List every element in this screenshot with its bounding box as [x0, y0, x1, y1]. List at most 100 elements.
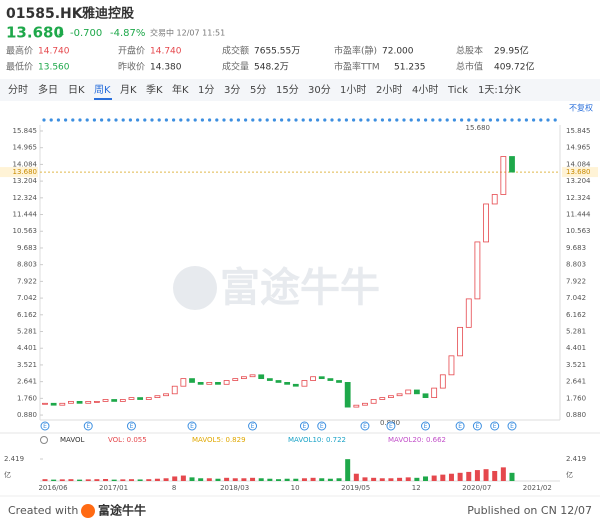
event-marker[interactable] [507, 421, 517, 431]
volume-bar [224, 477, 230, 481]
info-dot [344, 118, 348, 122]
tab[interactable]: 30分 [308, 84, 331, 96]
stat-label: 成交额 [222, 45, 249, 57]
tab[interactable]: 4小时 [412, 84, 438, 96]
stat-label: 市盈率(静) [334, 45, 377, 57]
info-dot [330, 118, 334, 122]
event-label: E [458, 423, 462, 430]
volume-bar [466, 471, 472, 481]
stat-label: 开盘价 [118, 45, 145, 57]
candle [137, 397, 144, 400]
info-dot [193, 118, 197, 122]
volume-bar [258, 478, 264, 481]
candle [344, 382, 351, 408]
tab[interactable]: 年K [172, 83, 189, 96]
candle [258, 374, 265, 380]
tab[interactable]: 5分 [250, 84, 266, 96]
candle [483, 203, 489, 243]
info-dot [539, 118, 543, 122]
info-dot [107, 118, 111, 122]
volume-bar [457, 472, 463, 481]
info-dot [337, 118, 341, 122]
x-tick-label: 2020/07 [462, 484, 491, 492]
candle [232, 378, 239, 381]
event-label: E [389, 423, 393, 430]
stat-value: 72.000 [382, 47, 414, 57]
candle [292, 383, 299, 387]
y-tick-label-right: 9.683 [566, 244, 586, 252]
candle [431, 387, 438, 398]
tab[interactable]: 15分 [276, 84, 299, 96]
y-tick-label-right: 7.042 [566, 294, 586, 302]
tab[interactable]: 1天:1分K [478, 84, 521, 96]
volume-bar [172, 476, 178, 481]
info-dot [424, 118, 428, 122]
tab[interactable]: 多日 [38, 83, 58, 96]
event-marker[interactable] [490, 421, 500, 431]
event-marker[interactable] [455, 421, 465, 431]
event-marker[interactable] [421, 421, 431, 431]
event-marker[interactable] [360, 421, 370, 431]
stat-label: 最低价 [6, 61, 33, 73]
stat-value: 14.740 [38, 47, 70, 57]
volume-bar [51, 479, 57, 481]
volume-bar [431, 475, 437, 481]
candle [336, 380, 342, 383]
tab[interactable]: 周K [94, 84, 111, 96]
volume-bar [405, 477, 411, 481]
candle [405, 389, 412, 395]
info-dot [265, 118, 269, 122]
candle [145, 397, 152, 400]
tab[interactable]: 日K [68, 85, 85, 96]
adjust-toggle[interactable]: 不复权 [569, 103, 593, 113]
volume-bar [362, 477, 368, 481]
tab[interactable]: 2小时 [376, 84, 402, 96]
event-marker[interactable] [386, 421, 396, 431]
change-pct: -4.87% [110, 28, 145, 39]
candle [154, 395, 161, 398]
event-marker[interactable] [40, 421, 50, 431]
info-dot [121, 118, 125, 122]
info-dot [258, 118, 262, 122]
candle [180, 378, 187, 387]
vol-unit: 亿 [4, 470, 11, 479]
settings-icon[interactable] [40, 436, 48, 444]
event-marker[interactable] [299, 421, 309, 431]
info-dot [92, 118, 96, 122]
volume-bar [206, 478, 212, 481]
y-tick-label: 13.204 [13, 177, 38, 185]
info-dot [366, 118, 370, 122]
x-tick-label: 2016/06 [38, 484, 68, 492]
event-marker[interactable] [317, 421, 327, 431]
volume-bar [267, 478, 273, 481]
info-dot [517, 118, 521, 122]
y-tick-label-right: 1.760 [566, 394, 586, 402]
tab[interactable]: Tick [447, 85, 468, 96]
info-dot [215, 118, 219, 122]
info-dot [179, 118, 183, 122]
tab[interactable]: 月K [120, 84, 137, 96]
y-tick-label-right: 6.162 [566, 311, 586, 319]
event-label: E [251, 423, 255, 430]
footer-published: Published on CN 12/07 [467, 504, 592, 517]
tab[interactable]: 分时 [8, 84, 28, 96]
event-marker[interactable] [248, 421, 258, 431]
tab[interactable]: 季K [146, 84, 163, 96]
tab[interactable]: 1分 [198, 84, 214, 96]
tab[interactable]: 3分 [224, 84, 240, 96]
event-label: E [424, 423, 428, 430]
candle [353, 404, 360, 408]
event-marker[interactable] [126, 421, 136, 431]
volume-legend: MAVOL10: 0.722 [288, 436, 346, 444]
tab[interactable]: 1小时 [340, 84, 366, 96]
volume-bar [500, 467, 506, 481]
candle [362, 402, 368, 406]
candle [500, 156, 507, 195]
event-marker[interactable] [83, 421, 93, 431]
event-marker[interactable] [472, 421, 482, 431]
info-dot [496, 118, 500, 122]
info-dot [488, 118, 492, 122]
event-marker[interactable] [187, 421, 197, 431]
y-tick-label-right: 12.324 [566, 194, 591, 202]
volume-bar [423, 476, 429, 481]
